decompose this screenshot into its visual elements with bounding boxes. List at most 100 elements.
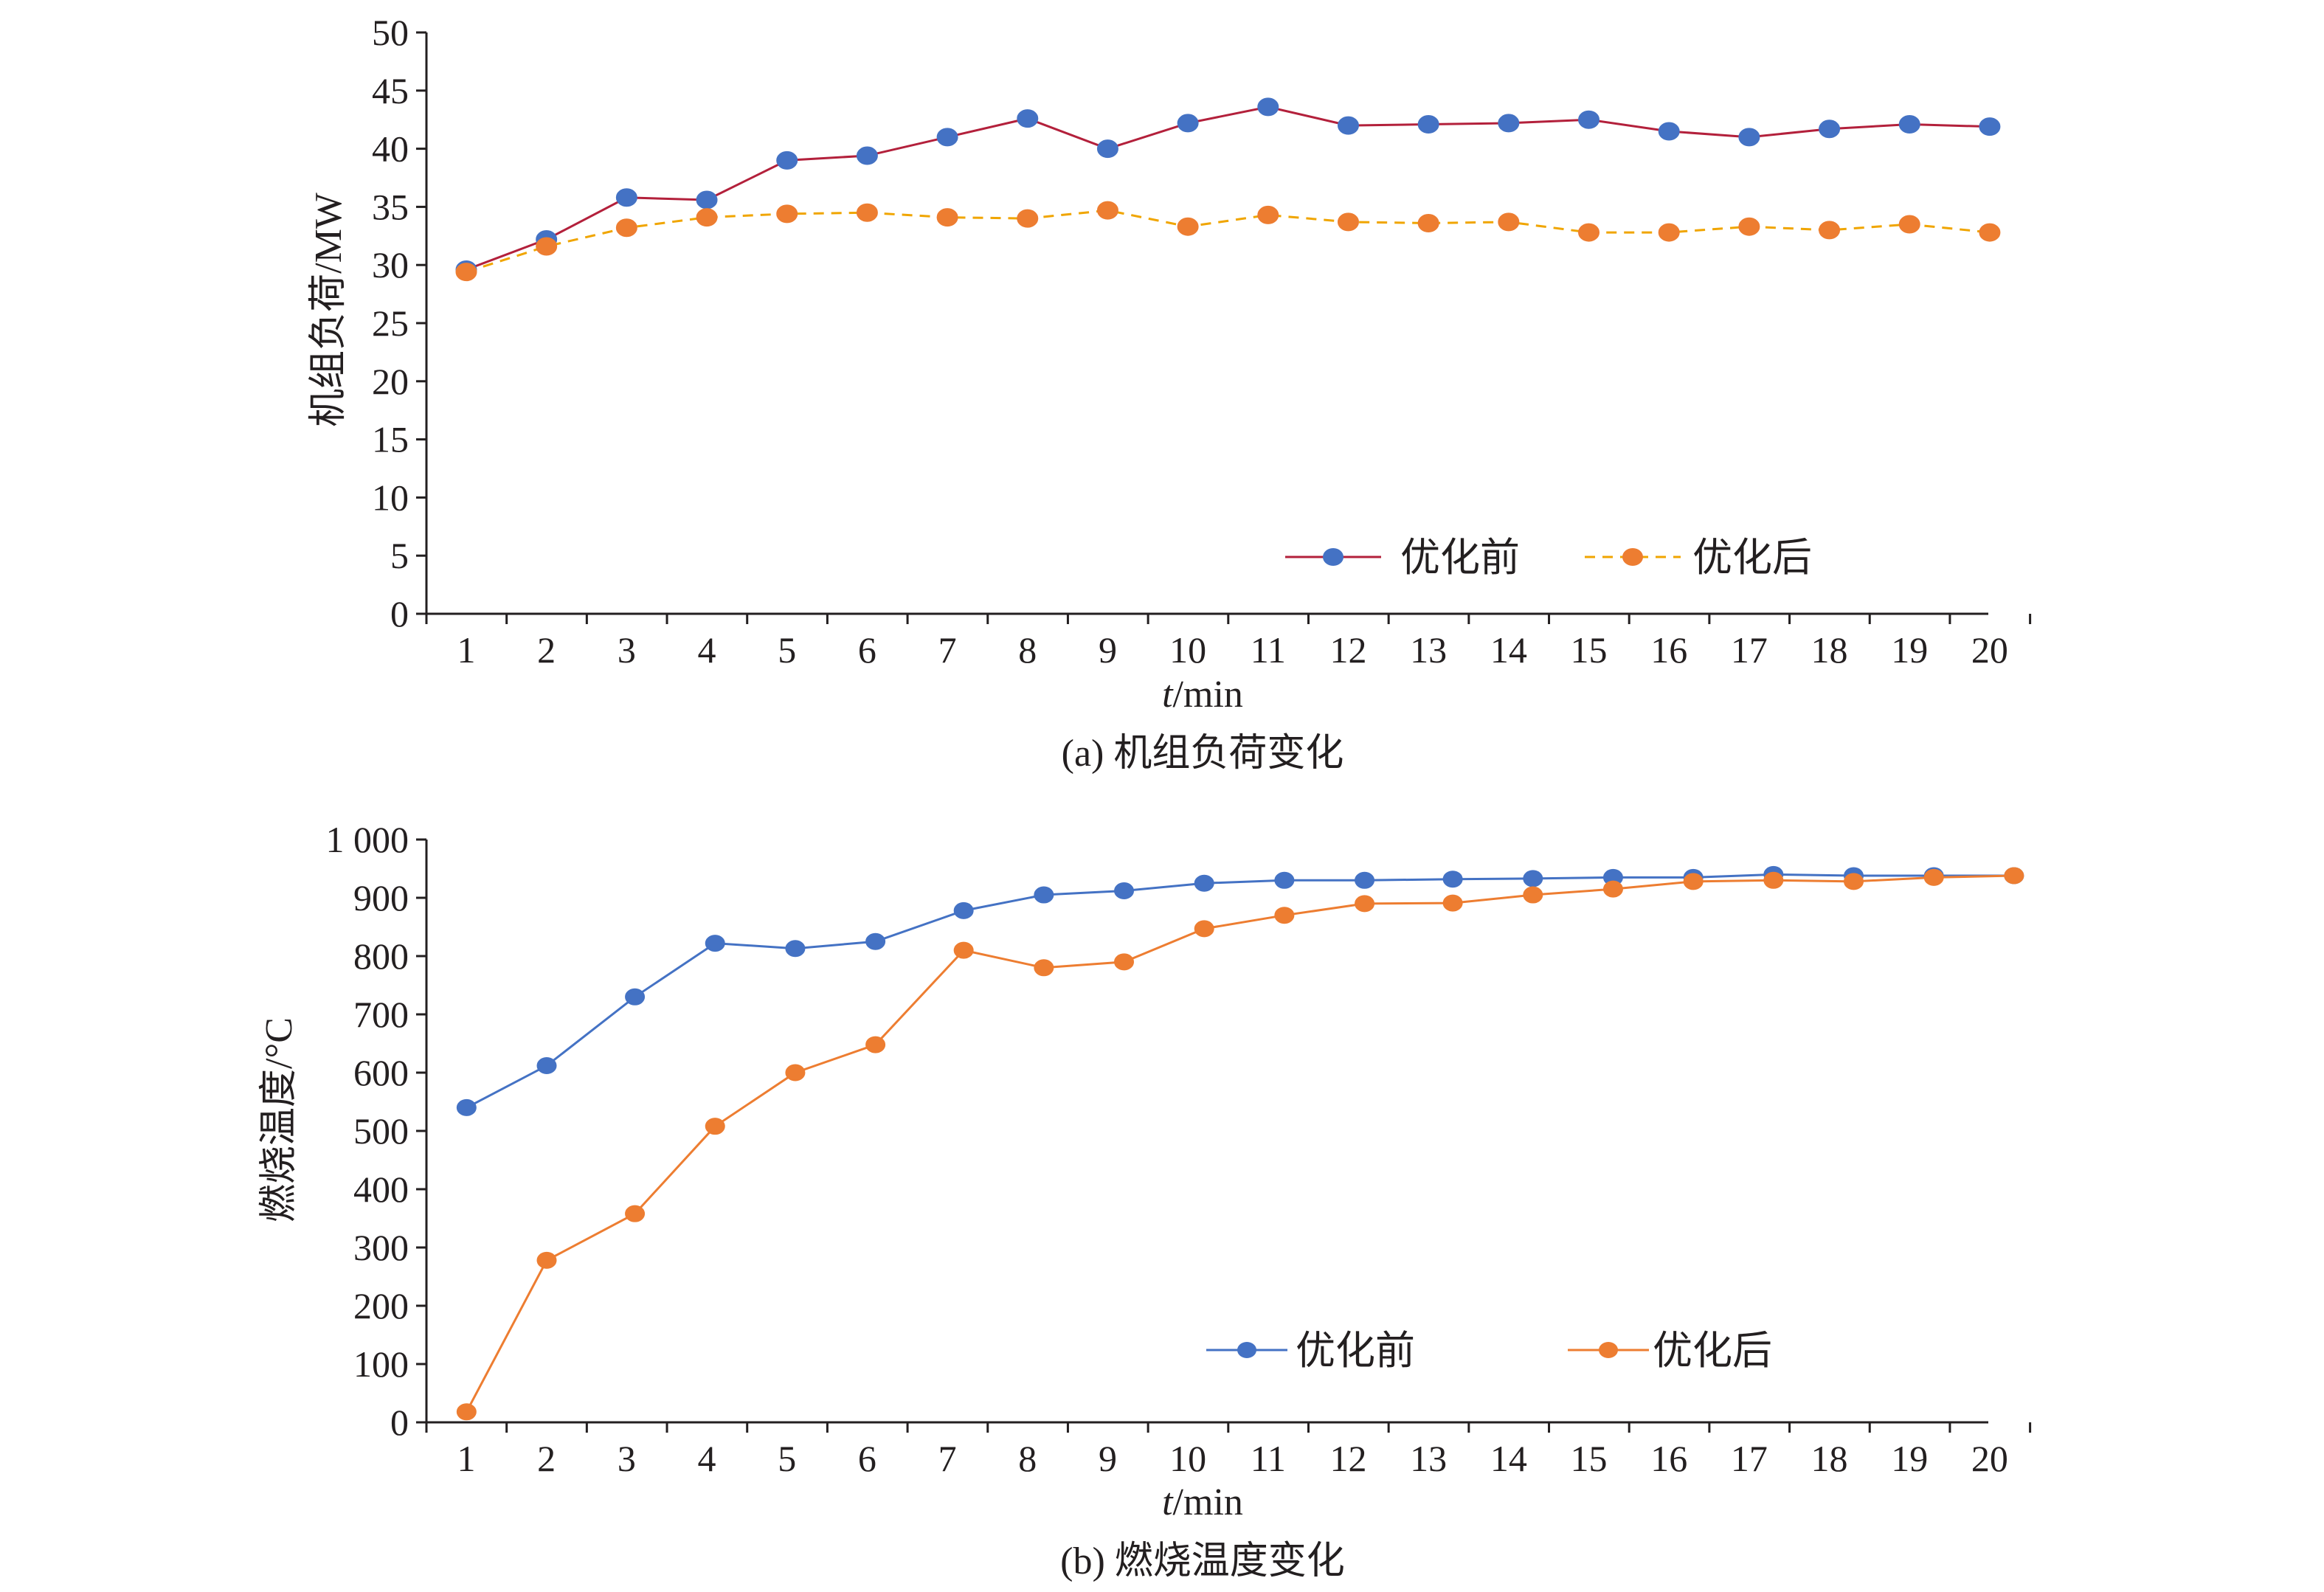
chart-load-series-2-point xyxy=(455,263,477,282)
chart-temperature-series-2-point xyxy=(865,1036,886,1053)
chart-load-series-1-point xyxy=(1578,110,1600,129)
chart-load-y-tick-label: 50 xyxy=(372,12,409,53)
chart-load-series-1-point xyxy=(1337,116,1359,135)
chart-temperature-series-1-point xyxy=(953,901,974,919)
chart-temperature-series-2-point xyxy=(1274,907,1295,924)
chart-load-series-2-point xyxy=(936,208,958,227)
chart-load-series-1-point xyxy=(1738,128,1760,147)
chart-temperature-y-tick-label: 300 xyxy=(353,1227,409,1268)
chart-temperature-series-1-point xyxy=(1034,886,1054,904)
chart-load-series-1-point xyxy=(1096,139,1118,159)
chart-load-y-tick-label: 20 xyxy=(372,361,409,402)
chart-temperature-series-2-point xyxy=(1114,953,1135,971)
chart-load-series-1-point xyxy=(1819,120,1841,139)
chart-load-xlabel-unit: /min xyxy=(1173,674,1243,716)
chart-temperature-x-tick-label: 12 xyxy=(1329,1438,1366,1479)
chart-temperature-x-tick-label: 4 xyxy=(698,1438,716,1479)
chart-load-series-2-point xyxy=(1177,217,1199,236)
chart-temperature-y-tick-label: 800 xyxy=(353,935,409,977)
chart-load-x-tick-label: 20 xyxy=(1971,629,2008,671)
chart-temperature-series-1-point xyxy=(1355,871,1375,889)
chart-load-x-tick-label: 18 xyxy=(1811,629,1848,671)
chart-load-series-1-point xyxy=(615,188,637,207)
chart-load-series-1-point xyxy=(936,128,958,147)
chart-load-x-tick-label: 10 xyxy=(1169,629,1206,671)
chart-load-x-tick-label: 2 xyxy=(537,629,556,671)
chart-temperature-series-1-point xyxy=(625,988,646,1006)
chart-temperature-x-tick-label: 16 xyxy=(1650,1438,1687,1479)
chart-temperature-xlabel-unit: /min xyxy=(1173,1481,1243,1523)
chart-temperature-y-tick-label: 500 xyxy=(353,1110,409,1152)
chart-load-y-tick-label: 35 xyxy=(372,186,409,227)
chart-temperature-series-2-point xyxy=(1602,880,1623,898)
chart-temperature-y-tick-label: 200 xyxy=(353,1285,409,1326)
chart-temperature-series-2-point xyxy=(1523,886,1543,904)
chart-load-series-2-point xyxy=(1898,215,1920,234)
chart-temperature-series-2-point xyxy=(1442,894,1463,912)
chart-temperature-series-1-point xyxy=(1442,871,1463,888)
chart-load-x-tick-label: 13 xyxy=(1410,629,1447,671)
chart-load-series-1-point xyxy=(1979,117,2001,136)
chart-temperature: 燃烧温度/°C t/min (b) 燃烧温度变化 0 100 200 300 400 50… xyxy=(258,819,2032,1582)
chart-load-series-1-point xyxy=(1257,97,1279,117)
chart-temperature-x-tick-label: 8 xyxy=(1018,1438,1037,1479)
chart-load-series-1-point xyxy=(1417,115,1439,134)
chart-temperature-series-1-point xyxy=(1523,870,1543,887)
chart-load-y-tick-label: 10 xyxy=(372,477,409,518)
chart-temperature-series-1-point xyxy=(1194,874,1214,892)
chart-temperature-y-tick-label: 700 xyxy=(353,994,409,1035)
chart-temperature-y-tick-label: 0 xyxy=(390,1402,409,1443)
chart-load-x-tick-label: 16 xyxy=(1650,629,1687,671)
chart-load-series-2-point xyxy=(856,203,878,222)
chart-load-x-tick-label: 3 xyxy=(618,629,636,671)
chart-temperature-series-1-point xyxy=(785,940,806,958)
chart-temperature-x-tick-label: 18 xyxy=(1811,1438,1848,1479)
chart-load-legend-marker-1 xyxy=(1323,548,1343,566)
chart-temperature-series-2-point xyxy=(1034,959,1054,977)
chart-load-series-2-point xyxy=(615,218,637,238)
chart-load-y-tick-label: 0 xyxy=(390,593,409,634)
chart-temperature-series-2-point xyxy=(536,1251,557,1269)
chart-temperature-series-1-point xyxy=(1114,882,1135,900)
chart-temperature-y-tick-label: 600 xyxy=(353,1052,409,1093)
chart-temperature-legend-label-1: 优化前 xyxy=(1296,1329,1415,1373)
chart-load-y-tick-label: 5 xyxy=(390,535,409,576)
chart-load-x-tick-label: 6 xyxy=(858,629,876,671)
chart-load-legend-marker-2 xyxy=(1622,548,1643,566)
chart-load-x-tick-label: 9 xyxy=(1099,629,1117,671)
chart-temperature-series-1-line xyxy=(466,873,2014,1109)
chart-load-xlabel: t/min xyxy=(1162,674,1243,716)
chart-temperature-x-tick-label: 20 xyxy=(1971,1438,2008,1479)
chart-load-series-2-point xyxy=(1738,217,1760,236)
chart-temperature-series-2-point xyxy=(1683,873,1704,890)
chart-load-y-tick-label: 45 xyxy=(372,70,409,111)
chart-load-x-tick-label: 7 xyxy=(938,629,957,671)
chart-temperature-series-2-point xyxy=(1194,920,1214,938)
chart-temperature-y-tick-label: 1 000 xyxy=(326,819,409,860)
chart-load-x-tick-label: 11 xyxy=(1251,629,1286,671)
chart-temperature-series-1-point xyxy=(1274,871,1295,889)
chart-temperature-caption: (b) 燃烧温度变化 xyxy=(1060,1540,1345,1582)
chart-load-series-2-line xyxy=(466,209,1991,274)
chart-load-series-2-point xyxy=(1337,212,1359,232)
chart-load-x-tick-label: 8 xyxy=(1018,629,1037,671)
chart-temperature-x-tick-label: 14 xyxy=(1490,1438,1527,1479)
chart-load-x-tick-label: 19 xyxy=(1891,629,1928,671)
chart-load-series-1-point xyxy=(1898,115,1920,134)
chart-load-series-1-line xyxy=(466,105,1990,271)
chart-temperature-x-tick-label: 17 xyxy=(1731,1438,1768,1479)
chart-load-series-1-point xyxy=(1177,114,1199,133)
chart-temperature-ylabel: 燃烧温度/°C xyxy=(258,1017,300,1222)
chart-load-series-2-point xyxy=(1017,209,1039,228)
chart-load-y-tick-label: 30 xyxy=(372,244,409,285)
chart-temperature-x-tick-label: 6 xyxy=(858,1438,876,1479)
chart-load-caption: (a) 机组负荷变化 xyxy=(1062,733,1344,775)
chart-temperature-x-tick-label: 3 xyxy=(618,1438,636,1479)
chart-load-ylabel: 机组负荷/MW xyxy=(308,193,350,427)
chart-load-series-2-point xyxy=(1819,221,1841,240)
chart-load-series-2-point xyxy=(1498,212,1520,232)
chart-temperature-series-2-point xyxy=(1844,873,1864,890)
chart-load-y-tick-label: 40 xyxy=(372,128,409,170)
chart-load-legend-label-1: 优化前 xyxy=(1400,536,1520,580)
